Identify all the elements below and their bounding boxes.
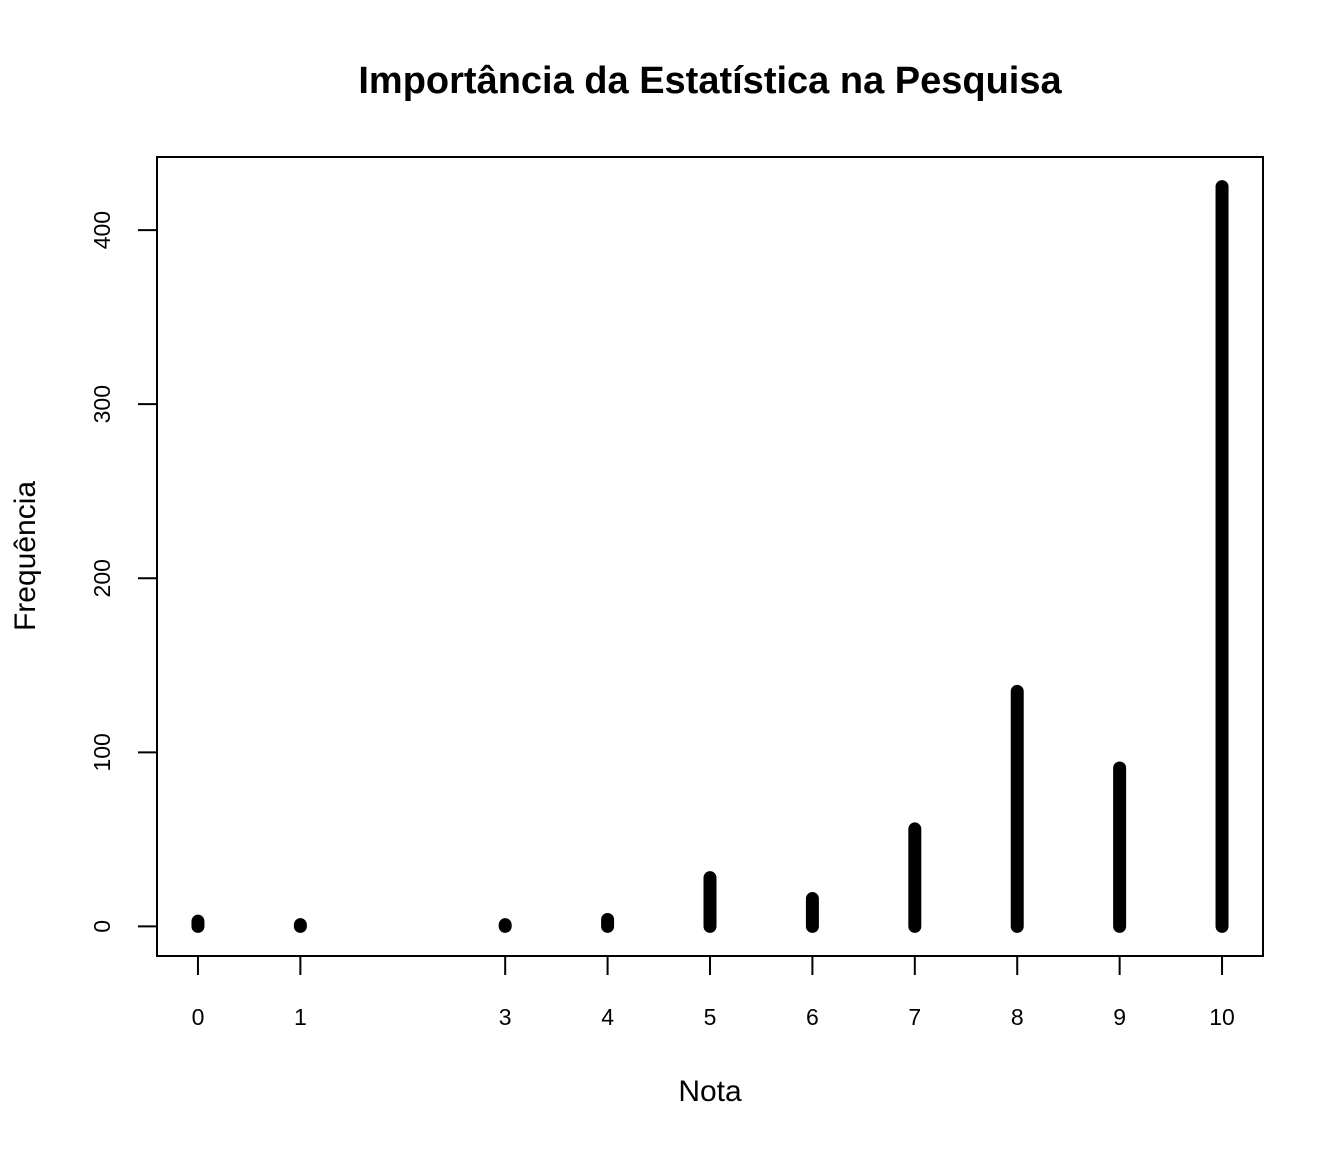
y-tick-label: 200	[89, 559, 115, 597]
x-tick-label: 4	[601, 1004, 614, 1030]
chart-title: Importância da Estatística na Pesquisa	[358, 60, 1062, 102]
y-tick-label: 300	[89, 385, 115, 423]
x-tick-label: 9	[1113, 1004, 1126, 1030]
bars	[191, 180, 1229, 933]
x-tick-label: 0	[192, 1004, 205, 1030]
x-tick-label: 7	[908, 1004, 921, 1030]
y-axis-title: Frequência	[9, 481, 42, 631]
y-axis: 0 100 200 300 400	[89, 211, 158, 933]
x-tick-label: 6	[806, 1004, 819, 1030]
x-axis-title: Nota	[678, 1075, 742, 1108]
x-tick-label: 8	[1011, 1004, 1024, 1030]
plot-area-border	[156, 156, 1264, 957]
y-tick-label: 0	[89, 920, 115, 933]
y-tick-label: 100	[89, 733, 115, 771]
x-tick-label: 5	[704, 1004, 717, 1030]
x-axis: 0 1 3 4 5 6 7 8 9 10	[192, 955, 1235, 1030]
x-tick-label: 10	[1209, 1004, 1235, 1030]
x-tick-label: 1	[294, 1004, 307, 1030]
x-tick-label: 3	[499, 1004, 512, 1030]
y-tick-label: 400	[89, 211, 115, 249]
